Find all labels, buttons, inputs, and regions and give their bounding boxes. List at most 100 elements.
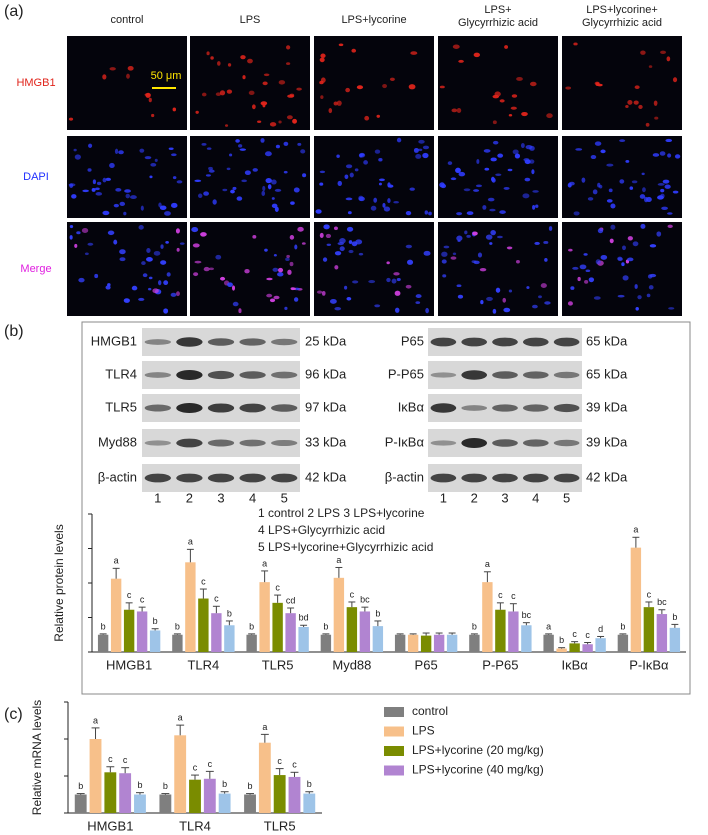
bar <box>495 609 506 652</box>
nucleus <box>94 273 99 279</box>
nucleus <box>588 277 595 283</box>
bar <box>333 577 345 652</box>
nucleus <box>596 83 603 87</box>
bar <box>543 634 554 652</box>
nucleus <box>405 244 413 249</box>
nucleus <box>495 287 501 293</box>
bar <box>433 634 445 652</box>
nucleus <box>168 147 174 150</box>
legend-label: LPS <box>412 724 435 738</box>
nucleus <box>150 162 157 167</box>
nucleus <box>194 179 202 183</box>
nucleus <box>105 177 111 181</box>
blot-name: P-IκBα <box>385 434 425 449</box>
significance-letter: b <box>559 635 564 645</box>
nucleus <box>113 203 119 208</box>
nucleus <box>594 141 602 146</box>
nucleus <box>447 161 453 166</box>
significance-letter: a <box>114 556 119 566</box>
nucleus <box>499 210 506 214</box>
nucleus <box>266 293 273 298</box>
significance-letter: b <box>137 780 142 790</box>
nucleus <box>206 147 212 150</box>
x-tick-label: Myd88 <box>332 657 371 672</box>
bar <box>669 627 681 652</box>
nucleus <box>524 177 531 182</box>
nucleus <box>210 56 214 60</box>
nucleus <box>410 51 418 55</box>
micrograph <box>438 222 558 316</box>
nucleus <box>579 264 587 270</box>
nucleus <box>102 210 110 216</box>
nucleus <box>267 184 272 190</box>
nucleus <box>292 118 297 124</box>
nucleus <box>386 261 390 265</box>
blot-band <box>553 439 580 447</box>
nucleus <box>532 304 538 309</box>
nucleus <box>200 232 207 237</box>
nucleus <box>232 186 237 190</box>
nucleus <box>119 257 126 262</box>
nucleus <box>226 89 233 94</box>
nucleus <box>287 94 295 98</box>
nucleus <box>227 63 232 67</box>
legend-label: LPS+lycorine (40 mg/kg) <box>412 763 544 777</box>
nucleus <box>291 287 297 291</box>
nucleus <box>95 187 100 191</box>
nucleus <box>567 301 573 306</box>
blot-band <box>461 438 488 448</box>
nucleus <box>418 139 425 144</box>
nucleus <box>600 149 606 154</box>
bar <box>259 582 270 652</box>
nucleus <box>91 188 96 192</box>
nucleus <box>653 100 658 106</box>
nucleus <box>418 148 423 152</box>
nucleus <box>338 43 344 47</box>
significance-letter: c <box>350 589 355 599</box>
micrograph <box>67 136 187 218</box>
nucleus <box>573 42 578 46</box>
blot-band <box>461 473 488 483</box>
column-header: LPS+ <box>484 4 511 16</box>
bar <box>172 634 183 652</box>
nucleus <box>293 187 300 193</box>
nucleus <box>512 149 519 155</box>
significance-letter: b <box>472 621 477 631</box>
nucleus <box>473 52 481 58</box>
nucleus <box>163 308 169 314</box>
significance-letter: b <box>307 779 312 789</box>
nucleus <box>289 235 295 240</box>
nucleus <box>73 148 77 152</box>
nucleus <box>78 277 85 283</box>
nucleus <box>127 65 134 71</box>
nucleus <box>632 241 639 247</box>
nucleus <box>241 179 247 183</box>
bar <box>74 794 87 813</box>
nucleus <box>175 228 180 234</box>
nucleus <box>68 183 76 187</box>
bar <box>469 634 480 652</box>
nucleus <box>634 85 640 90</box>
nucleus <box>87 168 92 172</box>
blot-band <box>553 371 580 379</box>
blot-band <box>271 404 298 412</box>
significance-letter: a <box>262 722 267 732</box>
bar <box>446 634 458 652</box>
significance-letter: b <box>323 621 328 631</box>
bar <box>582 644 593 652</box>
bar <box>203 778 216 813</box>
bar <box>224 625 235 652</box>
nucleus <box>172 176 177 180</box>
nucleus <box>348 249 354 254</box>
nucleus <box>160 244 164 249</box>
nucleus <box>114 148 119 155</box>
column-header: LPS <box>240 14 261 26</box>
nucleus <box>333 226 338 231</box>
nucleus <box>88 143 93 148</box>
nucleus <box>413 147 419 153</box>
legend-swatch <box>384 765 404 776</box>
nucleus <box>176 247 180 252</box>
bar <box>298 626 309 652</box>
significance-letter: c <box>511 591 516 601</box>
nucleus <box>378 157 383 162</box>
